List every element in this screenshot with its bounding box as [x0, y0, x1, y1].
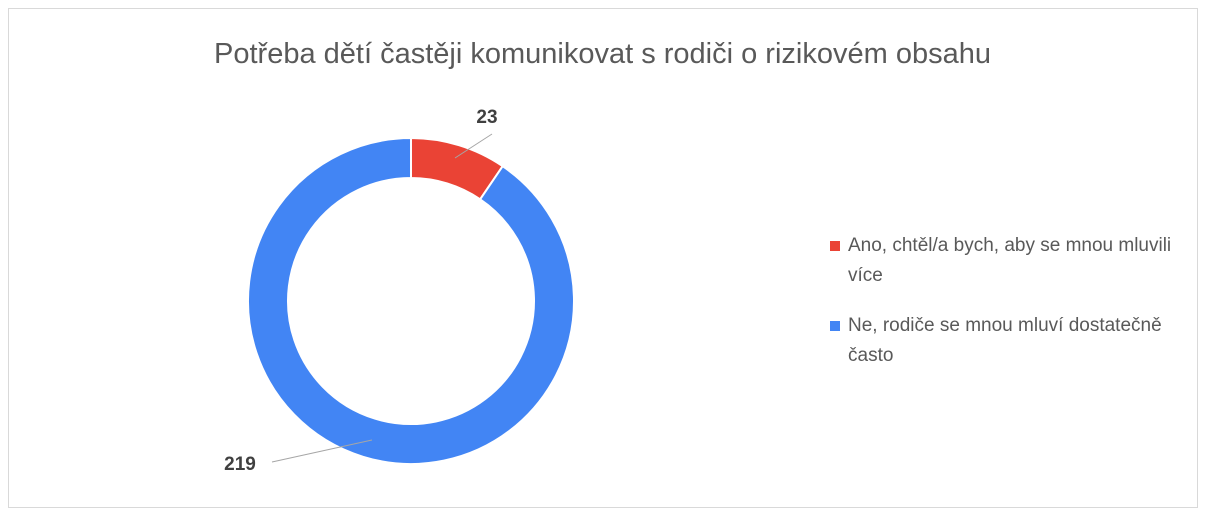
- slice: [247, 136, 575, 465]
- chart-frame: [8, 8, 1198, 508]
- leader-line: [271, 439, 373, 463]
- data-label: 23: [476, 107, 497, 128]
- chart-title: Potřeba dětí častěji komunikovat s rodič…: [214, 38, 991, 70]
- data-label: 219: [224, 454, 256, 475]
- legend-item: Ano, chtěl/a bych, aby se mnou mluvili v…: [830, 231, 1190, 291]
- legend-label: Ano, chtěl/a bych, aby se mnou mluvili v…: [848, 235, 1172, 286]
- legend-swatch: [830, 321, 840, 331]
- legend-label: Ne, rodiče se mnou mluví dostatečně čast…: [848, 315, 1162, 366]
- legend-item: Ne, rodiče se mnou mluví dostatečně čast…: [830, 311, 1190, 371]
- legend-swatch: [830, 241, 840, 251]
- leader-line: [454, 133, 493, 159]
